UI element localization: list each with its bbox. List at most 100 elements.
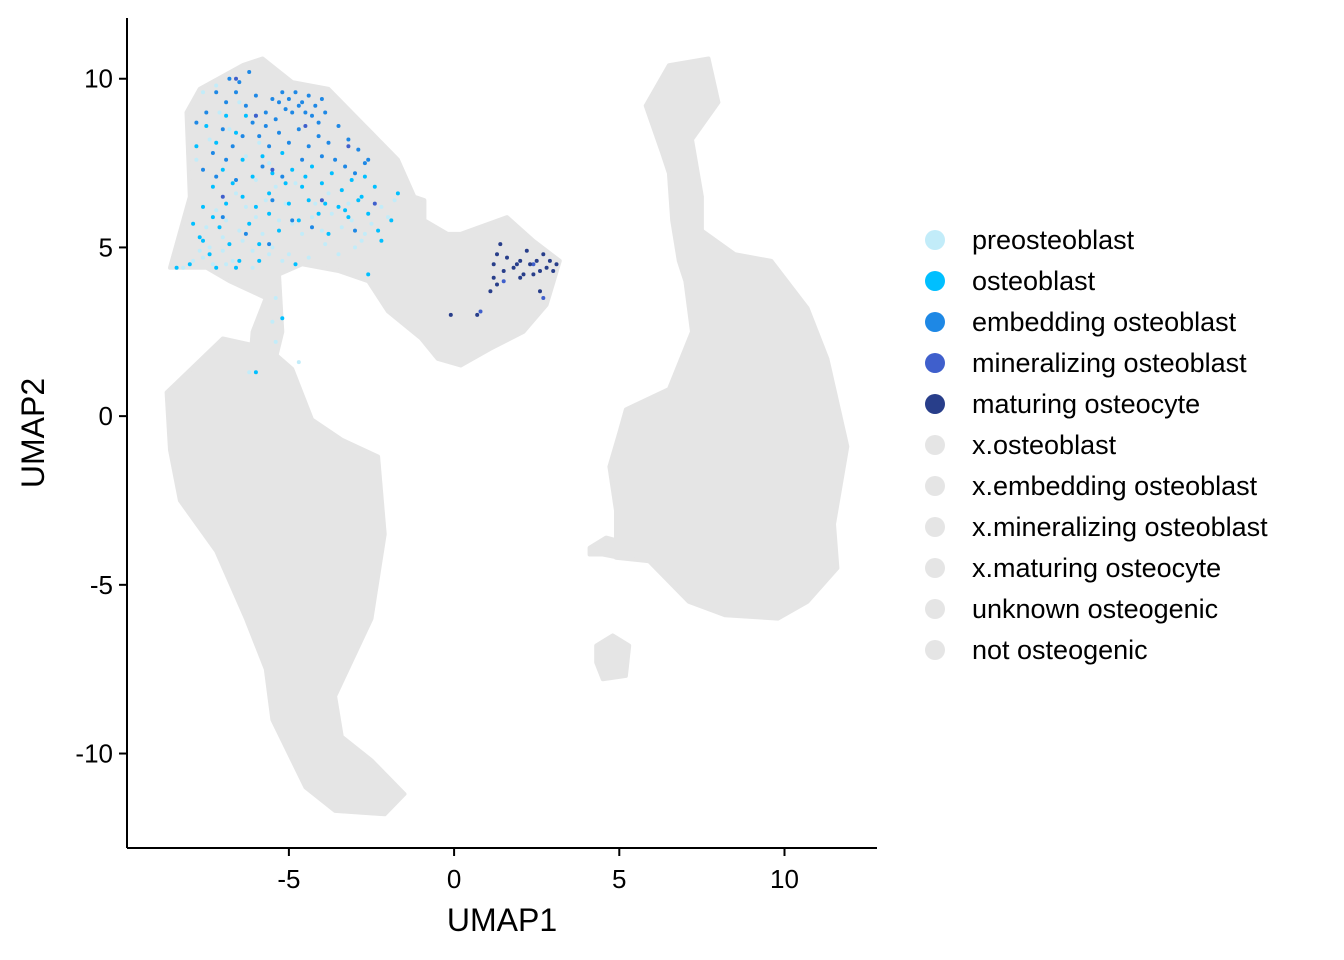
cell-point-preosteoblast <box>260 231 265 236</box>
cell-point-embedding-osteoblast <box>310 113 314 118</box>
cell-point-preosteoblast <box>201 90 205 95</box>
cell-point-osteoblast <box>260 154 265 159</box>
cell-point-preosteoblast <box>234 191 238 196</box>
cell-point-preosteoblast <box>280 258 285 263</box>
cell-point-embedding-osteoblast <box>346 137 351 142</box>
legend-label: mineralizing osteoblast <box>972 348 1247 378</box>
cell-point-embedding-osteoblast <box>253 93 258 98</box>
cell-point-osteoblast <box>234 265 238 270</box>
cell-point-preosteoblast <box>362 231 367 236</box>
cell-point-preosteoblast <box>217 110 222 115</box>
cell-point-osteoblast <box>240 157 245 162</box>
cell-point-preosteoblast <box>326 191 331 196</box>
cell-point-preosteoblast <box>214 83 219 88</box>
cell-point-osteoblast <box>366 211 371 216</box>
cell-point-embedding-osteoblast <box>336 124 341 128</box>
cell-point-osteoblast <box>214 265 219 270</box>
cell-point-preosteoblast <box>353 245 357 250</box>
cell-point-preosteoblast <box>220 235 225 240</box>
cell-point-preosteoblast <box>237 100 242 105</box>
cell-point-embedding-osteoblast <box>286 97 291 101</box>
cell-point-osteoblast <box>300 184 305 189</box>
cell-point-embedding-osteoblast <box>326 140 331 145</box>
cell-point-preosteoblast <box>220 248 225 253</box>
cell-point-mineralizing-osteoblast <box>253 113 258 118</box>
cell-point-osteoblast <box>214 140 219 145</box>
legend-label: embedding osteoblast <box>972 307 1237 337</box>
cell-point-preosteoblast <box>323 242 328 247</box>
cell-point-embedding-osteoblast <box>333 157 338 162</box>
cell-point-preosteoblast <box>267 161 272 166</box>
cell-point-embedding-osteoblast <box>194 120 199 125</box>
cell-point-embedding-osteoblast <box>230 144 235 149</box>
cell-point-preosteoblast <box>204 225 209 230</box>
cell-point-maturing-osteocyte <box>448 312 453 317</box>
cell-point-osteoblast <box>174 265 179 270</box>
cell-point-osteoblast <box>346 215 351 220</box>
cell-point-osteoblast <box>267 191 272 196</box>
cell-point-embedding-osteoblast <box>237 80 242 85</box>
cell-point-osteoblast <box>240 194 245 199</box>
cell-point-embedding-osteoblast <box>220 127 225 132</box>
x-tick-label: 10 <box>770 864 799 894</box>
cell-point-osteoblast <box>224 113 229 118</box>
cell-point-embedding-osteoblast <box>250 120 255 125</box>
legend-swatch <box>925 558 945 578</box>
cell-point-preosteoblast <box>243 204 248 209</box>
cell-point-embedding-osteoblast <box>316 120 321 125</box>
highlighted-cells-layer <box>174 70 559 375</box>
legend-label: unknown osteogenic <box>972 594 1218 624</box>
cell-point-embedding-osteoblast <box>310 225 314 230</box>
cell-point-embedding-osteoblast <box>283 107 288 112</box>
cell-point-embedding-osteoblast <box>319 97 324 101</box>
cell-point-osteoblast <box>201 204 205 209</box>
cell-point-embedding-osteoblast <box>319 154 324 159</box>
y-tick-label: -10 <box>75 739 113 769</box>
cell-point-preosteoblast <box>270 245 275 250</box>
cell-point-preosteoblast <box>201 255 205 260</box>
cell-point-preosteoblast <box>386 215 390 220</box>
background-cells-layer <box>164 56 850 817</box>
cell-point-preosteoblast <box>253 215 258 220</box>
x-tick-label: 5 <box>612 864 626 894</box>
cell-point-maturing-osteocyte <box>551 269 556 273</box>
cell-point-embedding-osteoblast <box>296 127 301 132</box>
cell-point-osteoblast <box>316 211 321 216</box>
cell-point-osteoblast <box>366 272 371 277</box>
legend-label: x.embedding osteoblast <box>972 471 1258 501</box>
legend-swatch <box>925 353 945 373</box>
cell-point-osteoblast <box>191 221 196 226</box>
legend-swatch <box>925 476 945 496</box>
cell-point-osteoblast <box>395 191 400 196</box>
cell-point-osteoblast <box>376 228 381 233</box>
cell-point-preosteoblast <box>339 225 344 230</box>
cell-point-maturing-osteocyte <box>541 252 546 257</box>
cell-point-osteoblast <box>217 225 222 230</box>
cell-point-mineralizing-osteoblast <box>234 76 238 81</box>
cell-point-osteoblast <box>210 184 215 189</box>
cell-point-osteoblast <box>224 201 229 206</box>
cell-point-embedding-osteoblast <box>366 157 371 162</box>
cell-point-embedding-osteoblast <box>343 164 348 169</box>
cell-point-embedding-osteoblast <box>273 117 278 122</box>
cell-point-mineralizing-osteoblast <box>501 279 506 284</box>
cell-point-osteoblast <box>237 258 242 263</box>
cell-point-embedding-osteoblast <box>214 90 219 95</box>
cell-point-osteoblast <box>220 167 225 172</box>
y-axis-title: UMAP2 <box>15 378 51 488</box>
legend-label: preosteoblast <box>972 225 1135 255</box>
cell-point-preosteoblast <box>270 319 275 324</box>
cell-point-osteoblast <box>250 174 255 179</box>
x-tick-label: 0 <box>447 864 461 894</box>
cell-point-preosteoblast <box>253 178 258 182</box>
cell-point-maturing-osteocyte <box>538 289 542 294</box>
cell-point-preosteoblast <box>310 215 314 220</box>
cell-point-osteoblast <box>326 231 331 236</box>
legend-swatch <box>925 394 945 414</box>
cell-point-preosteoblast <box>181 265 186 270</box>
x-axis-title: UMAP1 <box>447 902 557 938</box>
cell-point-maturing-osteocyte <box>518 258 523 263</box>
cell-point-embedding-osteoblast <box>306 93 311 98</box>
cell-point-maturing-osteocyte <box>518 275 523 280</box>
